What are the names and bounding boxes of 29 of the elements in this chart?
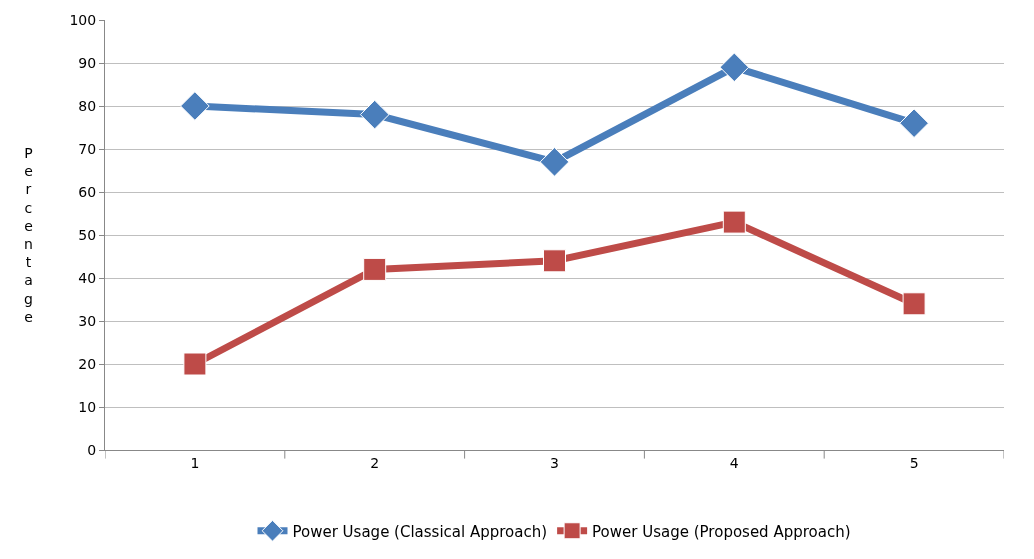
y-tick-label: 0 (87, 441, 97, 458)
y-tick-label: 40 (78, 269, 97, 286)
x-tick-label: 2 (370, 454, 380, 471)
y-tick-label: 90 (78, 54, 97, 71)
point (899, 108, 929, 138)
text: Percentage (24, 145, 33, 325)
x-tick-label: 5 (909, 454, 919, 471)
point (902, 292, 926, 316)
legend-label: Power Usage (Classical Approach) (292, 522, 548, 541)
point (539, 147, 570, 177)
point (719, 52, 750, 83)
point (180, 91, 210, 121)
x-tick-label: 4 (729, 454, 739, 471)
y-tick-label: 60 (78, 183, 97, 200)
y-tick-label: 70 (78, 140, 97, 157)
y-tick-label: 100 (69, 11, 97, 28)
legend-label: Power Usage (Proposed Approach) (592, 522, 851, 541)
x-tick-label: 1 (190, 454, 200, 471)
y-tick-label: 80 (78, 97, 97, 114)
y-tick-label: 50 (78, 226, 97, 243)
y-tick-label: 10 (78, 398, 97, 415)
point (543, 249, 566, 273)
x-tick-label: 3 (550, 454, 559, 471)
point (363, 257, 387, 281)
point (359, 99, 390, 130)
y-tick-label: 20 (78, 355, 97, 372)
point (183, 352, 207, 376)
point (722, 210, 746, 234)
y-tick-label: 30 (78, 312, 97, 329)
